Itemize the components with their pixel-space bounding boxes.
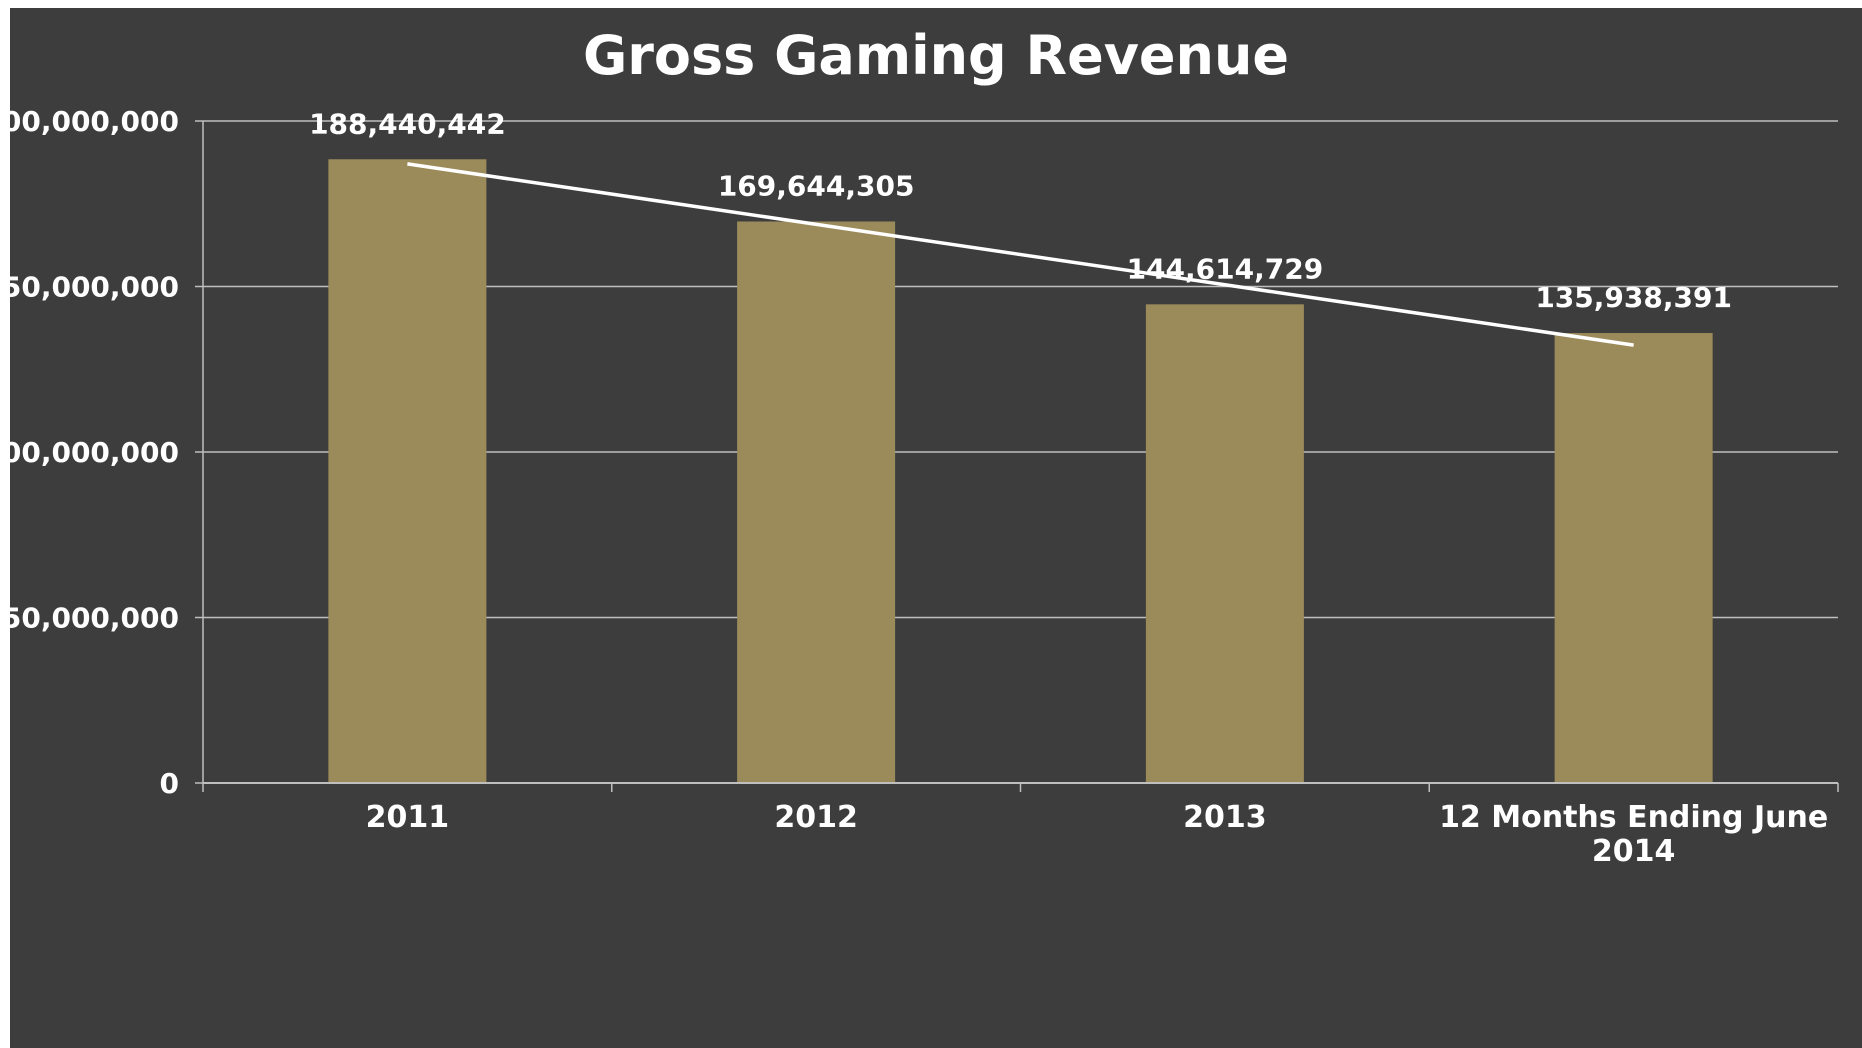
bars bbox=[328, 159, 1713, 783]
trendline bbox=[407, 162, 1634, 347]
data-label: 135,938,391 bbox=[1535, 281, 1732, 314]
data-label: 188,440,442 bbox=[309, 107, 506, 140]
y-tick-label: 100,000,000 bbox=[10, 436, 179, 469]
bar bbox=[1554, 333, 1713, 783]
bar bbox=[328, 159, 487, 783]
x-category-label-line: 12 Months Ending June bbox=[1439, 800, 1828, 835]
labels: 0 50,000,000 100,000,000 150,000,000 200,000… bbox=[10, 105, 1828, 869]
x-category-label-line: 2011 bbox=[366, 800, 450, 835]
chart-title: Gross Gaming Revenue bbox=[583, 24, 1289, 87]
data-label: 144,614,729 bbox=[1127, 252, 1324, 285]
trendline-layer bbox=[407, 162, 1634, 347]
y-tick-label: 150,000,000 bbox=[10, 271, 179, 304]
bar-chart: Gross Gaming Revenue 0 50,000,000 100,000,… bbox=[10, 24, 1839, 869]
data-label: 169,644,305 bbox=[718, 169, 915, 202]
x-category-label-line: 2013 bbox=[1183, 800, 1267, 835]
x-category-label-line: 2012 bbox=[774, 800, 858, 835]
y-tick-label: 50,000,000 bbox=[10, 602, 179, 635]
bar bbox=[737, 221, 896, 783]
x-category-label: 2012 bbox=[774, 800, 858, 835]
y-tick-label: 200,000,000 bbox=[10, 105, 179, 138]
chart-frame: Gross Gaming Revenue 0 50,000,000 100,000,… bbox=[10, 8, 1862, 1048]
x-category-label: 2011 bbox=[366, 800, 450, 835]
y-tick-label: 0 bbox=[160, 767, 179, 800]
bar bbox=[1145, 304, 1304, 783]
x-category-label: 12 Months Ending June 2014 bbox=[1439, 800, 1828, 869]
axes bbox=[195, 120, 1839, 792]
x-category-label: 2013 bbox=[1183, 800, 1267, 835]
x-category-label-line: 2014 bbox=[1592, 834, 1676, 869]
